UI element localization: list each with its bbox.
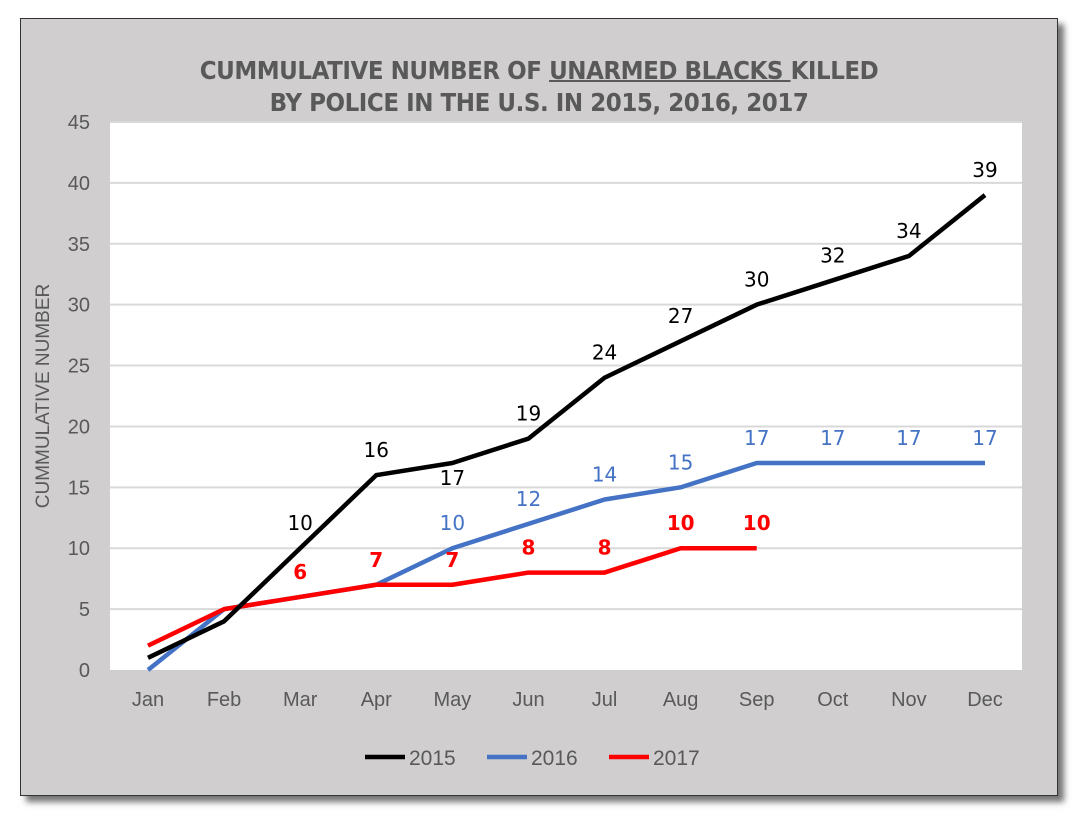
title-underlined: UNARMED BLACKS [549, 56, 791, 85]
y-tick-label: 30 [68, 295, 90, 317]
legend-label-2015: 2015 [409, 747, 456, 770]
x-tick-label: Jul [592, 689, 618, 711]
x-tick-label: Aug [663, 689, 699, 711]
y-tick-label: 20 [68, 416, 90, 438]
series-line-2017 [147, 545, 757, 648]
data-label-2017: 6 [293, 560, 307, 584]
data-label-2015: 27 [668, 304, 693, 328]
data-label-2017: 7 [445, 548, 459, 572]
data-label-2015: 30 [744, 268, 769, 292]
data-label-2017: 10 [743, 511, 771, 535]
data-label-2015: 16 [364, 438, 389, 462]
title-line1-start: CUMMULATIVE NUMBER OF [199, 56, 550, 85]
y-tick-label: 35 [68, 234, 90, 256]
plot-area [110, 122, 1022, 670]
y-tick-label: 40 [68, 173, 90, 195]
data-label-2016: 17 [820, 426, 845, 450]
y-axis-label: CUMMULATIVE NUMBER [33, 284, 54, 509]
y-tick-label: 15 [68, 477, 90, 499]
data-label-2017: 8 [598, 536, 612, 560]
data-label-2015: 32 [820, 243, 845, 267]
data-label-2016: 17 [744, 426, 769, 450]
x-tick-label: Feb [207, 689, 241, 711]
title-line1-end: KILLED [790, 56, 879, 85]
y-tick-label: 45 [68, 112, 90, 134]
legend-label-2017: 2017 [653, 747, 700, 770]
data-label-2015: 24 [592, 341, 617, 365]
x-tick-label: Jun [512, 689, 544, 711]
data-label-2017: 7 [369, 548, 383, 572]
x-tick-label: Mar [283, 689, 318, 711]
x-tick-label: Sep [739, 689, 775, 711]
data-label-2015: 19 [516, 402, 541, 426]
legend-label-2016: 2016 [531, 747, 578, 770]
x-tick-label: Nov [891, 689, 927, 711]
data-label-2016: 10 [440, 511, 465, 535]
x-tick-label: Apr [361, 689, 392, 711]
data-label-2016: 12 [516, 487, 541, 511]
data-label-2017: 8 [521, 536, 535, 560]
data-label-2016: 15 [668, 450, 693, 474]
data-label-2015: 17 [440, 466, 465, 490]
title-line2: BY POLICE IN THE U.S. IN 2015, 2016, 201… [269, 88, 809, 117]
data-label-2016: 14 [592, 463, 617, 487]
y-tick-label: 0 [79, 660, 90, 682]
data-label-2015: 39 [972, 158, 997, 182]
x-tick-label: Jan [132, 689, 164, 711]
y-tick-label: 10 [68, 538, 90, 560]
x-tick-label: Oct [817, 689, 849, 711]
chart-title: CUMMULATIVE NUMBER OF UNARMED BLACKS KIL… [62, 55, 1015, 119]
y-tick-label: 25 [68, 356, 90, 378]
data-label-2017: 10 [667, 511, 695, 535]
series-line-2015 [147, 193, 987, 660]
x-tick-label: Dec [967, 689, 1003, 711]
y-tick-label: 5 [79, 599, 90, 621]
data-label-2015: 10 [287, 511, 312, 535]
data-label-2016: 17 [972, 426, 997, 450]
x-tick-label: May [433, 689, 471, 711]
data-label-2016: 17 [896, 426, 921, 450]
data-label-2015: 34 [896, 219, 921, 243]
